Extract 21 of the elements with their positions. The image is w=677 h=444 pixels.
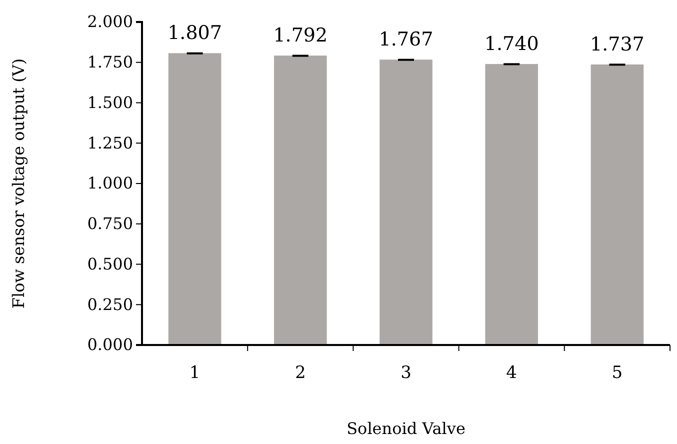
x-tick-label: 1 [189, 363, 200, 383]
data-label: 1.740 [484, 32, 539, 55]
x-tick-label: 5 [612, 363, 623, 383]
y-tick-label: 1.250 [87, 133, 133, 152]
y-tick-label: 1.750 [87, 52, 133, 72]
y-tick-label: 0.750 [87, 214, 133, 233]
x-tick-label: 3 [400, 363, 412, 383]
y-tick-label: 1.000 [87, 174, 133, 193]
data-label: 1.792 [273, 24, 328, 47]
data-label: 1.737 [590, 33, 644, 56]
y-tick-label: 2.000 [87, 12, 133, 32]
y-tick-label: 1.500 [87, 92, 133, 112]
x-tick-label: 4 [506, 363, 518, 383]
x-axis-title: Solenoid Valve [346, 419, 466, 438]
data-label: 1.767 [378, 28, 434, 51]
y-tick-label: 0.000 [87, 335, 133, 354]
x-tick-label: 2 [294, 363, 306, 383]
data-label: 1.807 [168, 22, 222, 44]
y-tick-label: 0.500 [87, 254, 133, 274]
y-axis-title: Flow sensor voltage output (V) [9, 58, 28, 309]
y-tick-label: 0.250 [87, 294, 133, 314]
